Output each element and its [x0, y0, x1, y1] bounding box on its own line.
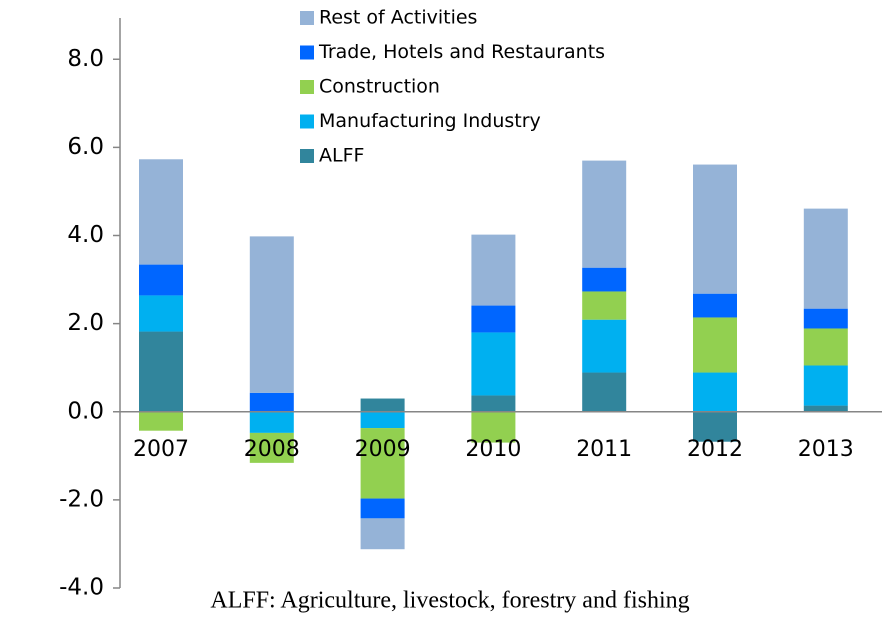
bar-segment: [582, 267, 627, 292]
bar-segment: [471, 305, 516, 333]
x-tick-label: 2011: [576, 437, 632, 462]
bar-segment: [249, 432, 294, 463]
bar-segment: [360, 398, 405, 412]
bar-segment: [471, 234, 516, 306]
footnote: ALFF: Agriculture, livestock, forestry a…: [210, 588, 689, 614]
y-tick-label: 0.0: [67, 398, 104, 424]
bar-segment: [582, 291, 627, 320]
bar-segment: [360, 518, 405, 550]
legend-label: Rest of Activities: [319, 7, 477, 29]
bar-segment: [803, 208, 848, 309]
bar-segment: [693, 411, 737, 442]
bar-segment: [360, 428, 405, 499]
bar-segment: [693, 293, 737, 318]
bar-segment: [249, 236, 294, 393]
x-tick-label: 2007: [133, 437, 189, 462]
bar-segment: [803, 365, 848, 406]
x-tick-label: 2009: [355, 437, 411, 462]
bar-segment: [582, 160, 627, 268]
bar-segment: [803, 405, 848, 412]
bar-segment: [249, 392, 294, 412]
bar-segment: [249, 411, 294, 433]
y-tick-label: 6.0: [67, 134, 104, 160]
bar-segment: [693, 164, 737, 294]
legend-label: ALFF: [319, 145, 364, 167]
bar-segment: [139, 295, 183, 332]
y-tick-label: -4.0: [59, 575, 104, 601]
legend-label: Construction: [319, 76, 440, 98]
x-tick-label: 2008: [244, 437, 300, 462]
bar-segment: [139, 331, 183, 412]
legend-label: Manufacturing Industry: [319, 110, 541, 132]
legend-label: Trade, Hotels and Restaurants: [318, 41, 605, 63]
bar-segment: [139, 264, 183, 296]
bar-segment: [582, 372, 627, 412]
x-tick-label: 2012: [687, 437, 743, 462]
y-tick-label: -2.0: [59, 486, 104, 512]
bar-segment: [139, 411, 183, 431]
y-tick-label: 2.0: [67, 310, 104, 336]
y-tick-label: 4.0: [67, 222, 104, 248]
bar-segment: [693, 317, 737, 373]
bar-segment: [471, 332, 516, 396]
legend-swatch: [300, 149, 314, 163]
bar-segment: [582, 319, 627, 373]
legend-swatch: [300, 11, 314, 25]
bar-segment: [471, 395, 516, 412]
bar-segment: [360, 411, 405, 429]
legend-swatch: [300, 80, 314, 94]
legend-swatch: [300, 45, 314, 60]
bar-segment: [139, 159, 183, 265]
x-tick-label: 2013: [798, 437, 854, 462]
bar-segment: [471, 411, 516, 443]
bar-segment: [803, 328, 848, 366]
legend-swatch: [300, 114, 314, 129]
bar-segment: [360, 498, 405, 519]
y-tick-label: 8.0: [67, 46, 104, 72]
bar-segment: [693, 372, 737, 412]
x-tick-label: 2010: [465, 437, 521, 462]
bar-segment: [803, 308, 848, 329]
